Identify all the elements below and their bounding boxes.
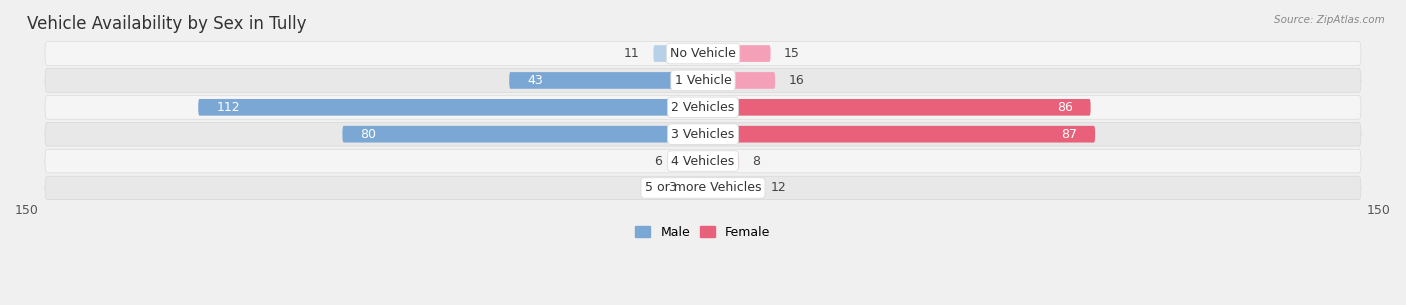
FancyBboxPatch shape	[45, 149, 1361, 173]
FancyBboxPatch shape	[45, 122, 1361, 146]
FancyBboxPatch shape	[703, 72, 775, 89]
Text: 16: 16	[789, 74, 804, 87]
Text: 12: 12	[770, 181, 786, 195]
Text: No Vehicle: No Vehicle	[671, 47, 735, 60]
Text: 6: 6	[655, 155, 662, 167]
Text: 4 Vehicles: 4 Vehicles	[672, 155, 734, 167]
Text: 11: 11	[624, 47, 640, 60]
Text: 3: 3	[668, 181, 676, 195]
FancyBboxPatch shape	[654, 45, 703, 62]
FancyBboxPatch shape	[703, 126, 1095, 142]
FancyBboxPatch shape	[45, 95, 1361, 119]
Text: 2 Vehicles: 2 Vehicles	[672, 101, 734, 114]
FancyBboxPatch shape	[689, 180, 703, 196]
FancyBboxPatch shape	[45, 176, 1361, 200]
FancyBboxPatch shape	[676, 153, 703, 169]
Text: 43: 43	[527, 74, 543, 87]
Text: 87: 87	[1062, 128, 1077, 141]
FancyBboxPatch shape	[198, 99, 703, 116]
FancyBboxPatch shape	[45, 42, 1361, 65]
Text: 1 Vehicle: 1 Vehicle	[675, 74, 731, 87]
Text: 80: 80	[360, 128, 377, 141]
FancyBboxPatch shape	[703, 45, 770, 62]
Text: 5 or more Vehicles: 5 or more Vehicles	[645, 181, 761, 195]
Text: 8: 8	[752, 155, 761, 167]
Text: 112: 112	[217, 101, 240, 114]
Text: Vehicle Availability by Sex in Tully: Vehicle Availability by Sex in Tully	[27, 15, 307, 33]
FancyBboxPatch shape	[703, 180, 756, 196]
FancyBboxPatch shape	[703, 99, 1091, 116]
FancyBboxPatch shape	[703, 153, 740, 169]
FancyBboxPatch shape	[509, 72, 703, 89]
Legend: Male, Female: Male, Female	[630, 221, 776, 243]
Text: Source: ZipAtlas.com: Source: ZipAtlas.com	[1274, 15, 1385, 25]
FancyBboxPatch shape	[343, 126, 703, 142]
Text: 86: 86	[1057, 101, 1073, 114]
FancyBboxPatch shape	[45, 69, 1361, 92]
Text: 15: 15	[785, 47, 800, 60]
Text: 3 Vehicles: 3 Vehicles	[672, 128, 734, 141]
